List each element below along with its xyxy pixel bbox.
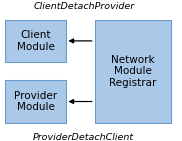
FancyBboxPatch shape bbox=[5, 80, 66, 123]
Text: ProviderDetachClient: ProviderDetachClient bbox=[33, 133, 134, 141]
FancyBboxPatch shape bbox=[5, 20, 66, 62]
Text: ClientDetachProvider: ClientDetachProvider bbox=[33, 2, 134, 11]
FancyBboxPatch shape bbox=[95, 20, 171, 123]
Text: Client
Module: Client Module bbox=[17, 30, 54, 52]
Text: Provider
Module: Provider Module bbox=[14, 91, 57, 112]
Text: Network
Module
Registrar: Network Module Registrar bbox=[109, 55, 157, 88]
